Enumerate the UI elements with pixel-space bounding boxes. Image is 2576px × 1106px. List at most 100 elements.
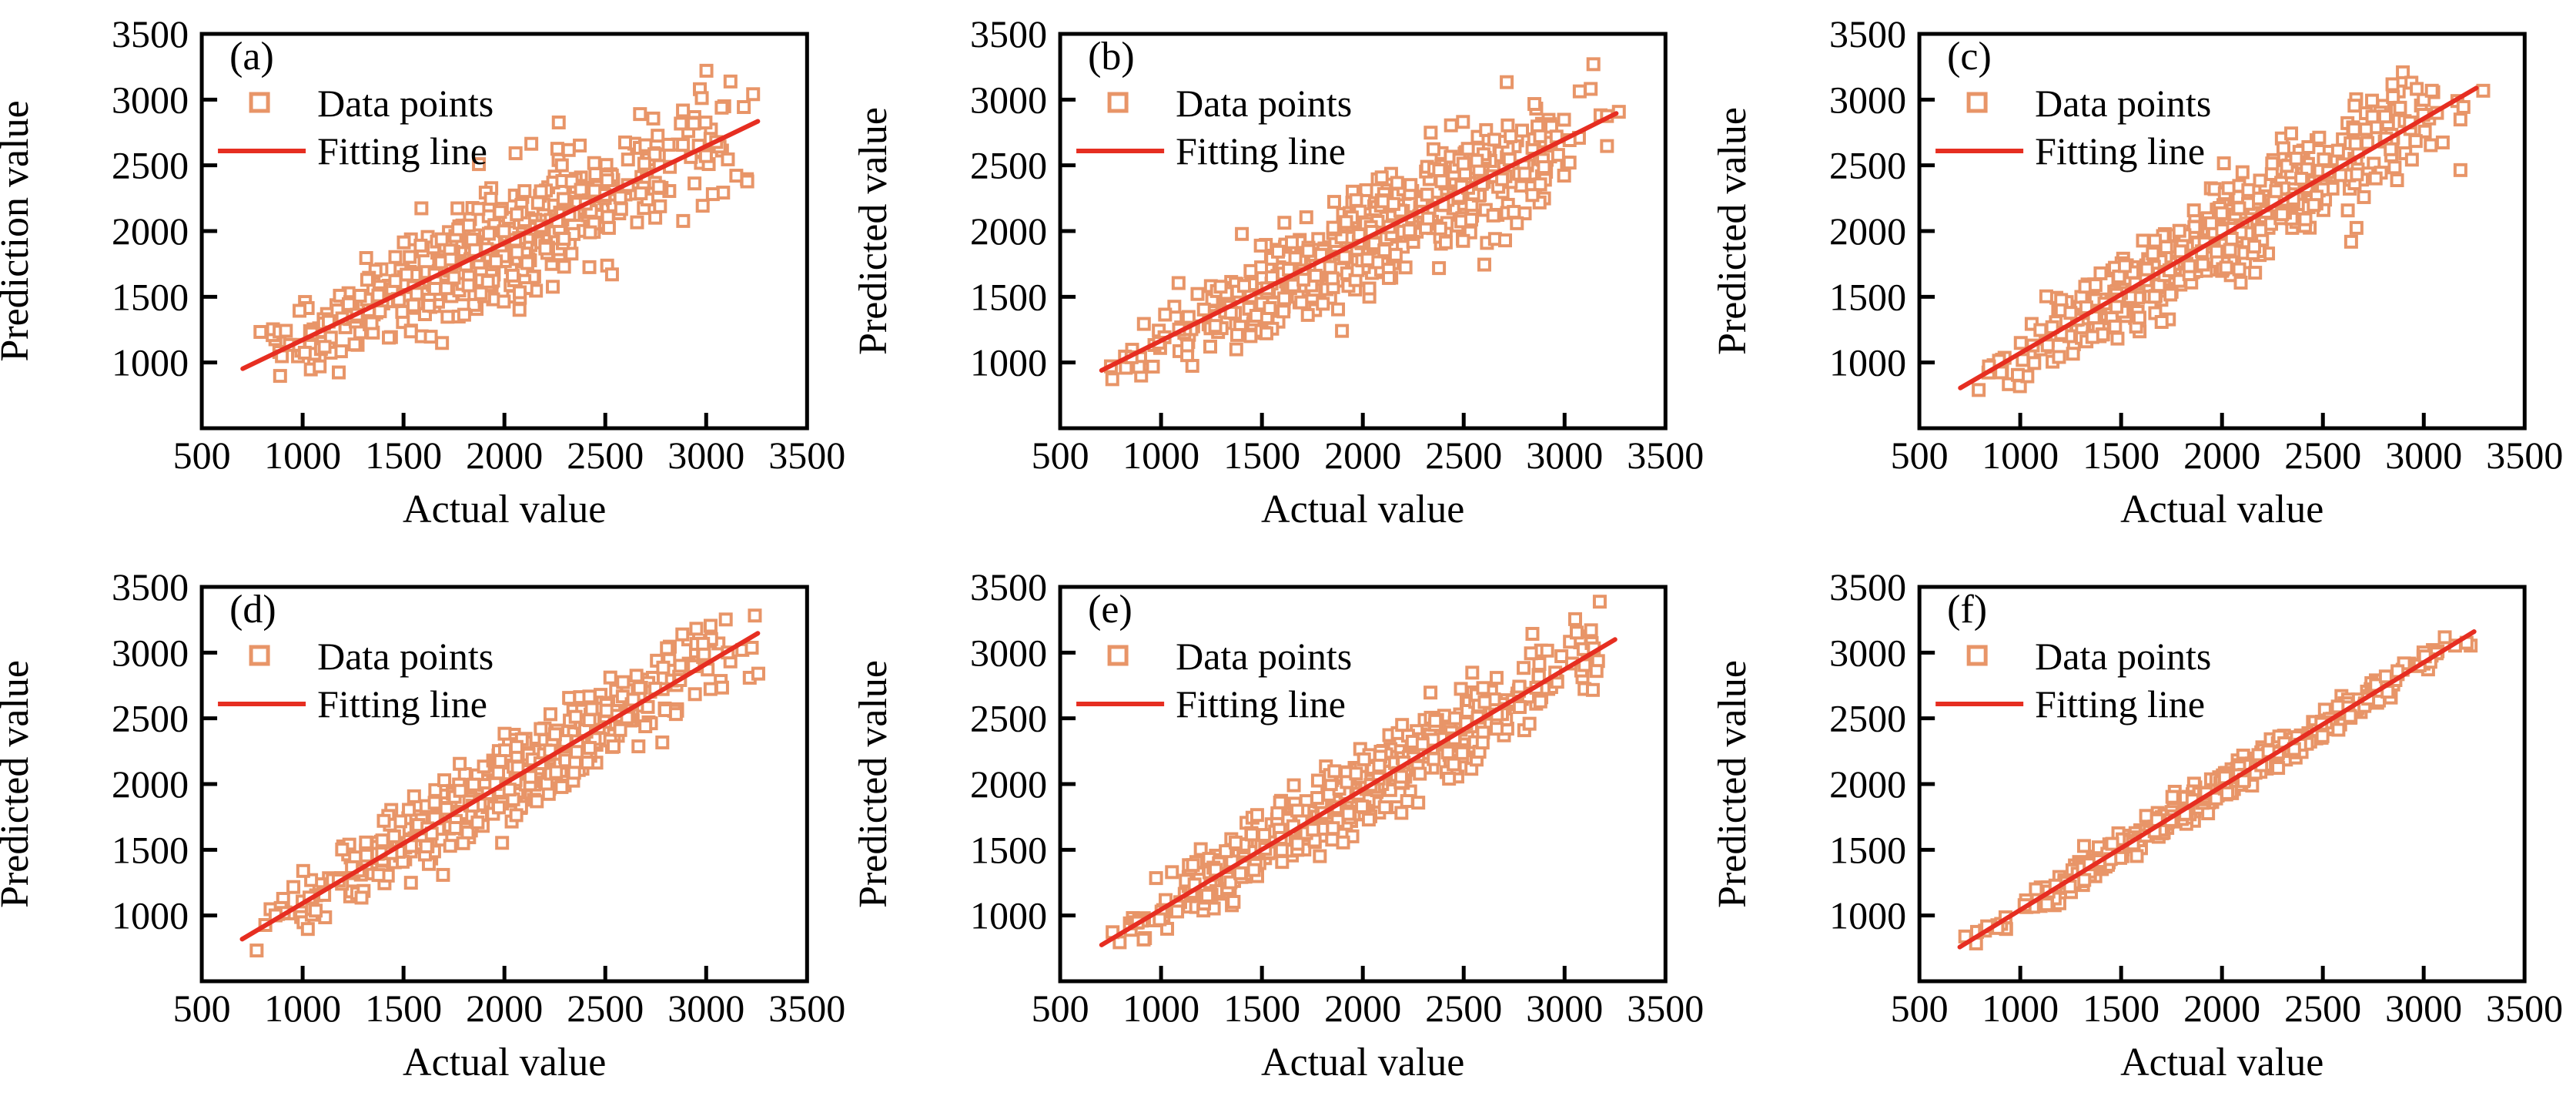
- x-tick-label: 3000: [1527, 987, 1604, 1030]
- legend-marker-icon: [1107, 92, 1129, 113]
- y-tick-label: 3500: [112, 565, 189, 608]
- y-tick-label: 3500: [970, 12, 1047, 55]
- panel-f: 500 1000 1500 2000 2500 3000 3500 1000 1500 2000 2…: [1718, 553, 2576, 1106]
- legend-marker-icon: [249, 92, 270, 113]
- y-axis-label: Predicted value: [858, 660, 895, 908]
- legend-label-data-points: Data points: [1176, 635, 1352, 678]
- x-tick-label: 2000: [466, 987, 543, 1030]
- fitting-line: [1957, 85, 2479, 390]
- y-axis-label: Predicted value: [0, 660, 37, 908]
- legend-marker-icon: [1107, 645, 1129, 666]
- y-tick-label: 1000: [112, 894, 189, 937]
- y-tick-label: 1000: [1829, 341, 1906, 384]
- fitting-line: [1099, 111, 1619, 373]
- panel-b-chart: 500 1000 1500 2000 2500 3000 3500 1000 1500 2000 2…: [858, 12, 1704, 531]
- panel-tag: (c): [1947, 35, 1992, 79]
- x-axis-label: Actual value: [403, 488, 606, 531]
- x-tick-label: 2000: [2183, 434, 2260, 477]
- x-tick-label: 500: [1032, 434, 1089, 477]
- x-tick-label: 3500: [768, 434, 845, 477]
- panel-tag: (d): [229, 588, 276, 632]
- legend-marker-icon: [1966, 92, 1988, 113]
- x-tick-label: 1500: [365, 434, 442, 477]
- panel-f-chart: 500 1000 1500 2000 2500 3000 3500 1000 1500 2000 2…: [1718, 565, 2563, 1084]
- y-tick-label: 1500: [1829, 828, 1906, 871]
- panel-b: 500 1000 1500 2000 2500 3000 3500 1000 1500 2000 2…: [858, 0, 1717, 553]
- y-tick-label: 3000: [970, 78, 1047, 121]
- y-axis-label: Predicted value: [1718, 660, 1755, 908]
- scatter-points: [1104, 57, 1627, 387]
- y-tick-label: 2000: [112, 762, 189, 806]
- x-axis-label: Actual value: [1261, 488, 1464, 531]
- panel-d: 500 1000 1500 2000 2500 3000 3500 1000 1500 2000 2…: [0, 553, 858, 1106]
- y-axis-label: Prediction value: [0, 100, 37, 361]
- x-tick-label: 2500: [567, 434, 644, 477]
- scatter-points: [1106, 595, 1607, 950]
- y-tick-label: 3000: [112, 78, 189, 121]
- y-tick-label: 3000: [112, 631, 189, 674]
- y-tick-label: 2500: [112, 144, 189, 187]
- panel-tag: (b): [1088, 35, 1135, 79]
- y-tick-label: 3500: [112, 12, 189, 55]
- x-tick-label: 2000: [1325, 987, 1402, 1030]
- fitting-line: [1099, 637, 1618, 947]
- y-tick-label: 2000: [112, 209, 189, 253]
- y-tick-label: 2500: [1829, 144, 1906, 187]
- x-axis-label: Actual value: [1261, 1041, 1464, 1084]
- scatter-points: [1971, 65, 2491, 397]
- x-tick-label: 3500: [2486, 987, 2563, 1030]
- y-tick-label: 2000: [970, 762, 1047, 806]
- y-tick-label: 2500: [970, 144, 1047, 187]
- x-tick-label: 1000: [1982, 434, 2059, 477]
- y-tick-label: 1000: [1829, 894, 1906, 937]
- x-tick-label: 500: [1890, 434, 1948, 477]
- y-tick-label: 2500: [1829, 697, 1906, 740]
- legend-label-data-points: Data points: [317, 82, 493, 125]
- legend-label-fitting-line: Fitting line: [317, 129, 487, 173]
- y-tick-label: 1000: [970, 341, 1047, 384]
- x-tick-label: 3000: [667, 987, 744, 1030]
- x-tick-label: 1000: [264, 987, 341, 1030]
- x-tick-label: 3000: [667, 434, 744, 477]
- fitting-line: [240, 119, 761, 371]
- x-tick-label: 2500: [2284, 434, 2361, 477]
- panel-a: 500 1000 1500 2000 2500 3000 3500 1000 1500 2000 2…: [0, 0, 858, 553]
- fitting-line: [239, 631, 761, 942]
- y-tick-label: 3500: [970, 565, 1047, 608]
- y-tick-label: 2500: [112, 697, 189, 740]
- y-tick-label: 1000: [970, 894, 1047, 937]
- fitting-line: [1957, 629, 2477, 950]
- panel-tag: (a): [229, 35, 274, 79]
- y-tick-label: 1500: [112, 275, 189, 318]
- legend-marker-icon: [1966, 645, 1988, 666]
- panel-d-chart: 500 1000 1500 2000 2500 3000 3500 1000 1500 2000 2…: [0, 565, 845, 1084]
- legend-label-fitting-line: Fitting line: [317, 682, 487, 726]
- x-tick-label: 1500: [1223, 987, 1300, 1030]
- legend-label-data-points: Data points: [1176, 82, 1352, 125]
- x-tick-label: 500: [173, 434, 231, 477]
- x-tick-label: 3000: [2385, 434, 2462, 477]
- x-tick-label: 3000: [1527, 434, 1604, 477]
- x-tick-label: 500: [173, 987, 231, 1030]
- panel-c-chart: 500 1000 1500 2000 2500 3000 3500 1000 1500 2000 2…: [1718, 12, 2563, 531]
- panel-c: 500 1000 1500 2000 2500 3000 3500 1000 1500 2000 2…: [1718, 0, 2576, 553]
- x-tick-label: 1500: [2083, 987, 2159, 1030]
- x-tick-label: 2500: [1426, 987, 1503, 1030]
- x-tick-label: 500: [1032, 987, 1089, 1030]
- x-tick-label: 2500: [567, 987, 644, 1030]
- legend-marker-icon: [249, 645, 270, 666]
- panel-e-chart: 500 1000 1500 2000 2500 3000 3500 1000 1500 2000 2…: [858, 565, 1705, 1084]
- x-tick-label: 1500: [1223, 434, 1300, 477]
- x-tick-label: 3500: [1628, 987, 1705, 1030]
- panel-tag: (e): [1088, 588, 1132, 632]
- y-tick-label: 2000: [970, 209, 1047, 253]
- y-tick-label: 3000: [1829, 631, 1906, 674]
- x-tick-label: 3000: [2385, 987, 2462, 1030]
- x-tick-label: 1500: [365, 987, 442, 1030]
- x-axis-label: Actual value: [403, 1041, 606, 1084]
